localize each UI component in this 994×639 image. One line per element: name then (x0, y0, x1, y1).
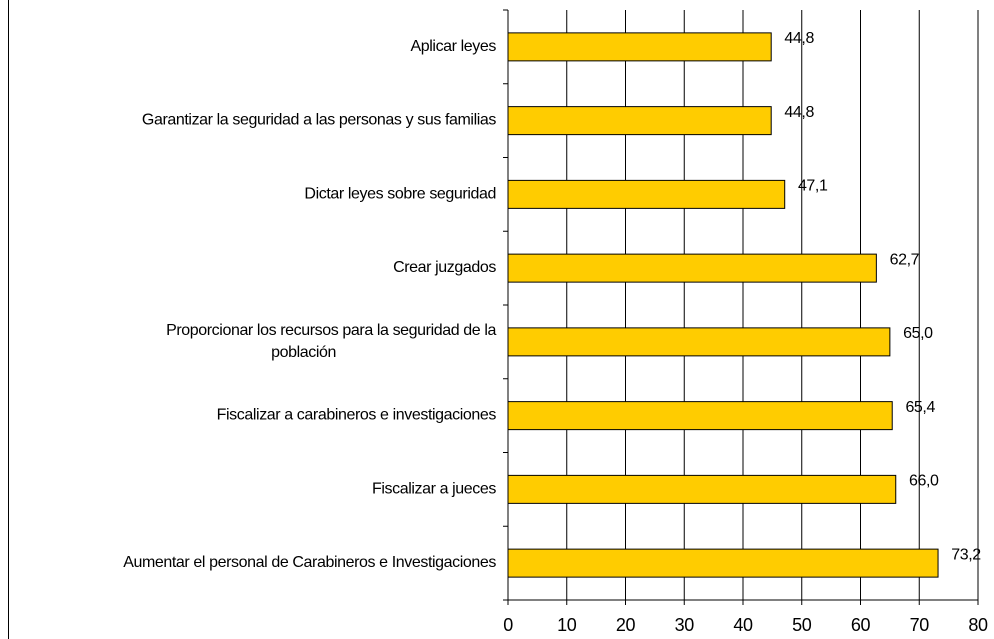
bar (507, 401, 893, 431)
y-tick-label: Aplicar leyes (410, 38, 496, 55)
y-tick-label: Garantizar la seguridad a las personas y… (142, 112, 496, 129)
value-label: 47,1 (798, 178, 828, 195)
y-tick-label: Fiscalizar a carabineros e investigacion… (217, 407, 497, 424)
value-label: 73,2 (951, 546, 981, 563)
x-tick-label: 70 (910, 615, 930, 635)
y-tick-label: Crear juzgados (393, 259, 496, 276)
x-tick-label: 20 (616, 615, 636, 635)
value-label: 65,0 (903, 325, 933, 342)
bar (507, 179, 786, 209)
x-tick-label: 40 (733, 615, 753, 635)
x-tick-label: 60 (851, 615, 871, 635)
value-label: 62,7 (890, 251, 920, 268)
y-tick-label: Aumentar el personal de Carabineros e In… (123, 554, 496, 571)
value-label: 44,8 (784, 30, 814, 47)
bar (507, 548, 939, 578)
y-tick-label: Fiscalizar a jueces (372, 481, 496, 498)
bar (507, 106, 772, 136)
value-label: 65,4 (905, 399, 935, 416)
x-tick-label: 10 (557, 615, 577, 635)
y-tick-label: Proporcionar los recursos para la seguri… (166, 322, 496, 361)
y-tick-label: Dictar leyes sobre seguridad (304, 186, 496, 203)
x-tick-label: 80 (968, 615, 988, 635)
bar (507, 32, 772, 62)
x-tick-label: 30 (675, 615, 695, 635)
value-label: 44,8 (784, 104, 814, 121)
value-label: 66,0 (909, 473, 939, 490)
bar (507, 253, 877, 283)
x-tick-label: 0 (503, 615, 513, 635)
bar (507, 474, 897, 504)
x-tick-label: 50 (792, 615, 812, 635)
bar (507, 327, 891, 357)
